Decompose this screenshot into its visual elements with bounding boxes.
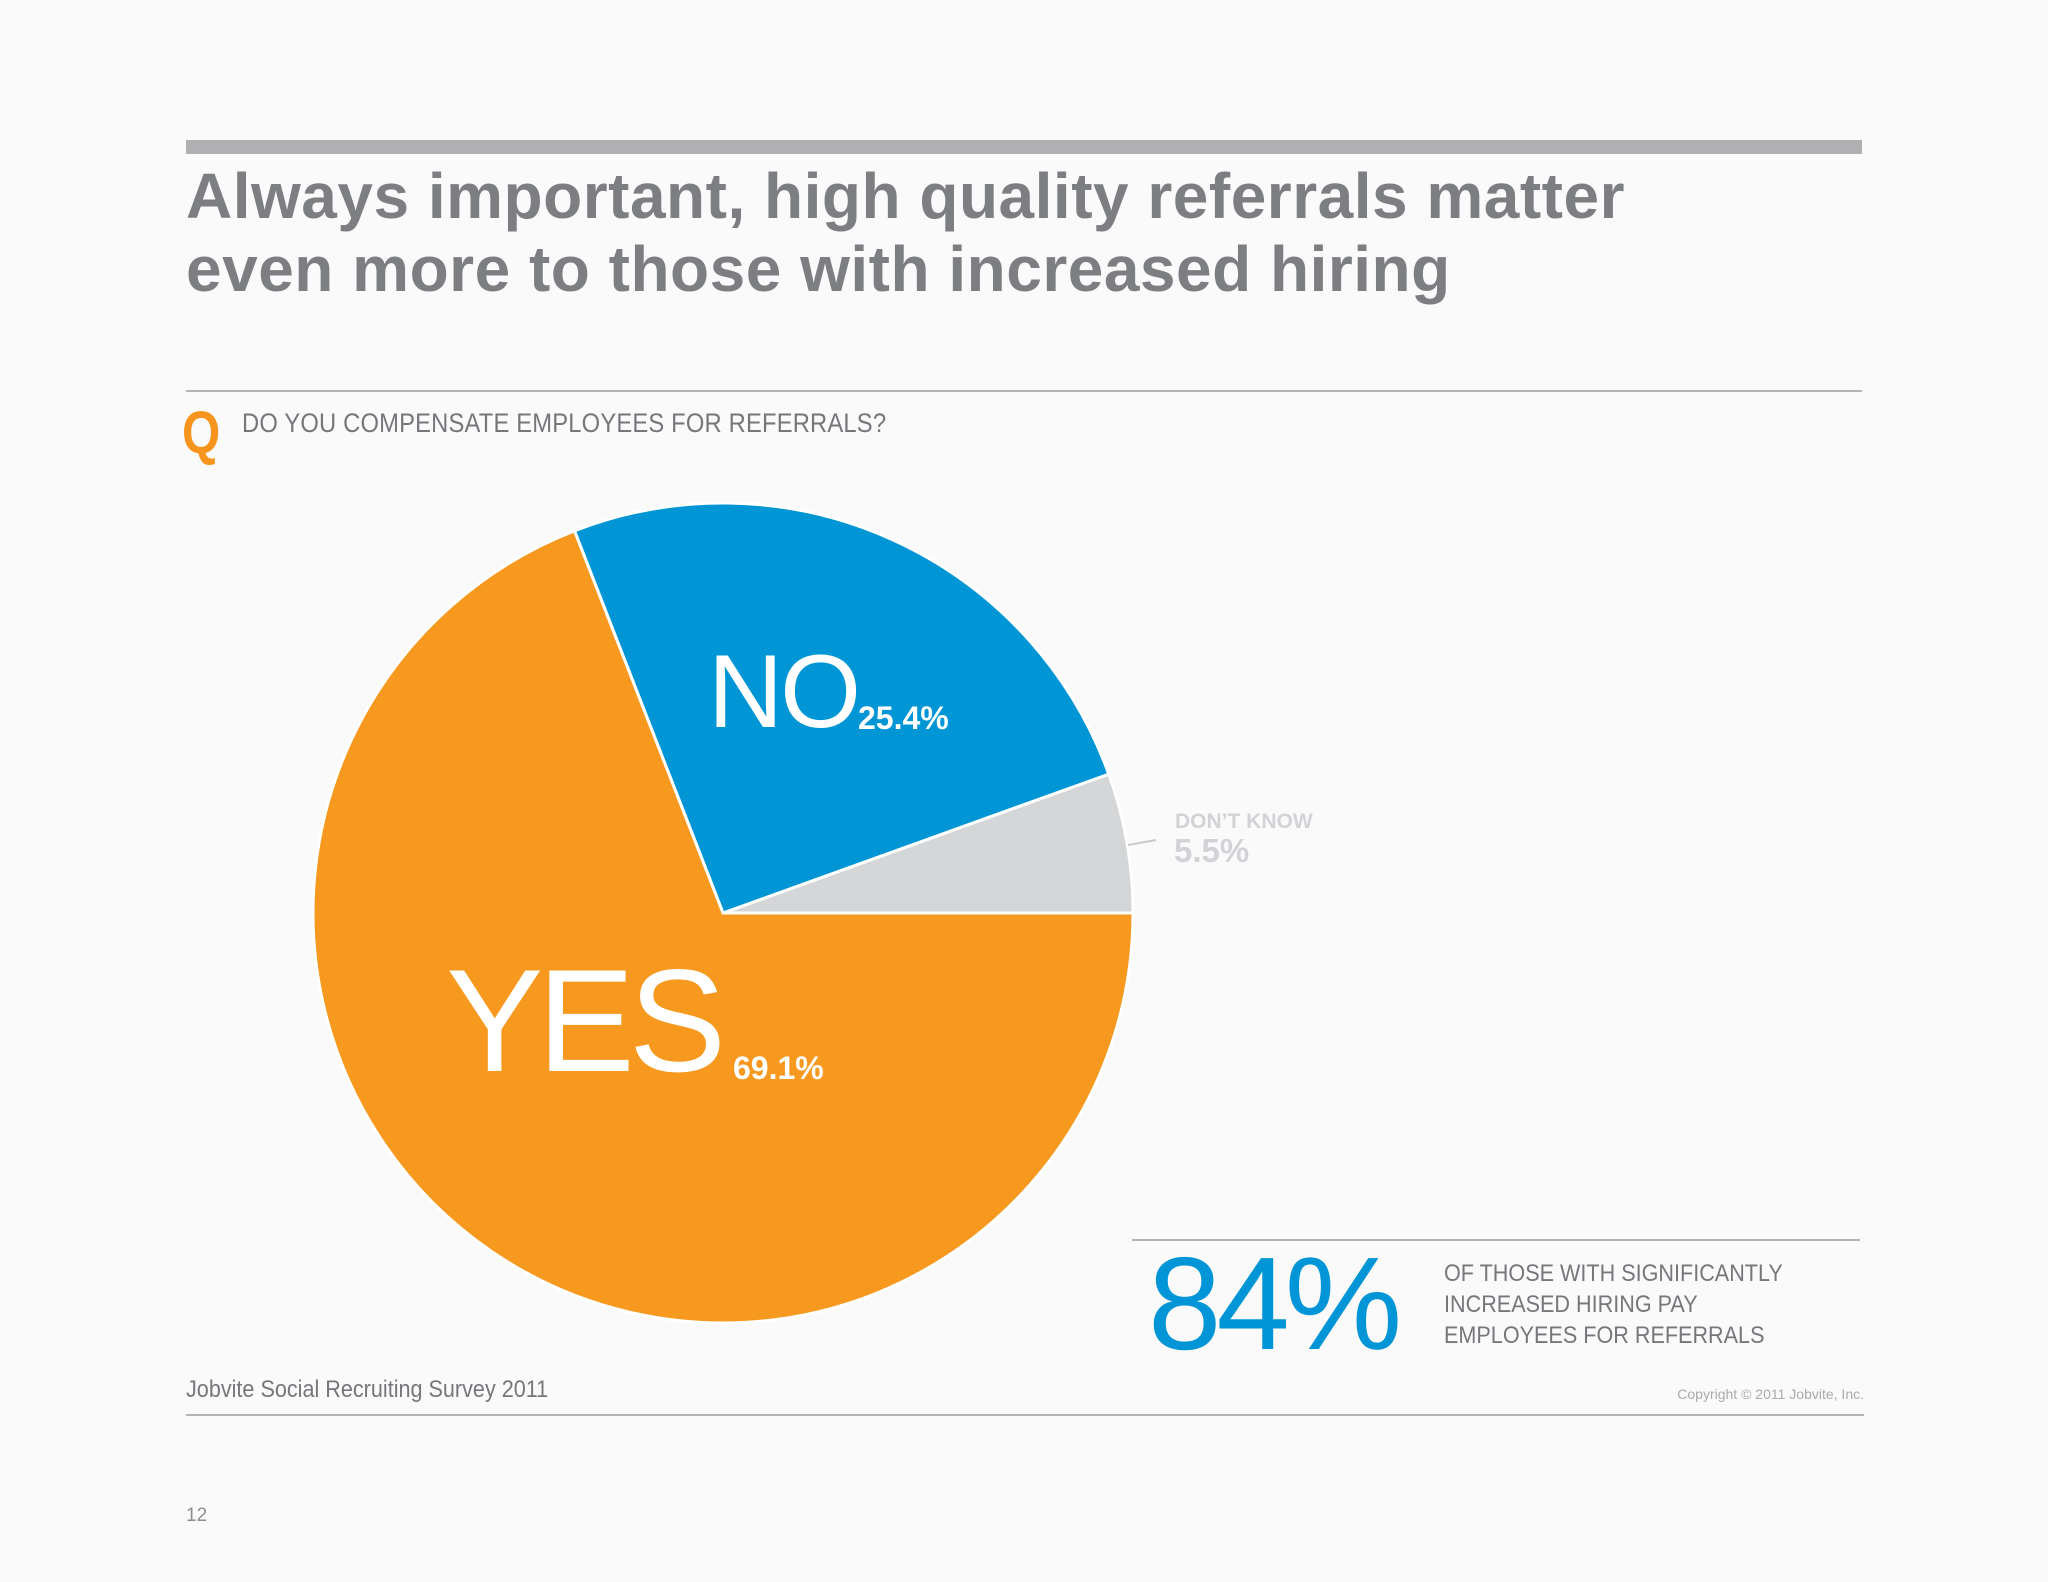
callout-stat-description: OF THOSE WITH SIGNIFICANTLY INCREASED HI… bbox=[1444, 1258, 1783, 1351]
source-citation: Jobvite Social Recruiting Survey 2011 bbox=[186, 1376, 549, 1403]
callout-stat-value: 84% bbox=[1148, 1230, 1402, 1377]
yes-slice bbox=[311, 529, 1135, 1325]
copyright-notice: Copyright © 2011 Jobvite, Inc. bbox=[1677, 1386, 1864, 1402]
title-line-2: even more to those with increased hiring bbox=[186, 233, 1451, 305]
title-line-1: Always important, high quality referrals… bbox=[186, 160, 1625, 232]
yes-percentage: 69.1% bbox=[733, 1050, 824, 1086]
question-marker: Q bbox=[182, 399, 221, 466]
page-number: 12 bbox=[186, 1505, 208, 1526]
slide-title: Always important, high quality referrals… bbox=[186, 160, 1886, 306]
no-percentage: 25.4% bbox=[858, 700, 949, 736]
callout-divider bbox=[1132, 1239, 1860, 1241]
yes-label: YES bbox=[446, 939, 726, 1102]
question-divider bbox=[186, 390, 1862, 392]
header-bar bbox=[186, 140, 1862, 154]
callout-line-3: EMPLOYEES FOR REFERRALS bbox=[1444, 1322, 1765, 1349]
dont-know-leader-line bbox=[1127, 839, 1157, 846]
no-label: NO bbox=[708, 634, 861, 750]
dont-know-label: DON’T KNOW bbox=[1175, 810, 1313, 833]
callout-line-2: INCREASED HIRING PAY bbox=[1444, 1291, 1698, 1318]
dont-know-slice bbox=[721, 772, 1135, 915]
footer-divider bbox=[186, 1414, 1864, 1416]
callout-line-1: OF THOSE WITH SIGNIFICANTLY bbox=[1444, 1260, 1783, 1287]
question-text: DO YOU COMPENSATE EMPLOYEES FOR REFERRAL… bbox=[242, 408, 887, 438]
no-slice bbox=[572, 501, 1111, 915]
dont-know-percentage: 5.5% bbox=[1174, 832, 1250, 869]
